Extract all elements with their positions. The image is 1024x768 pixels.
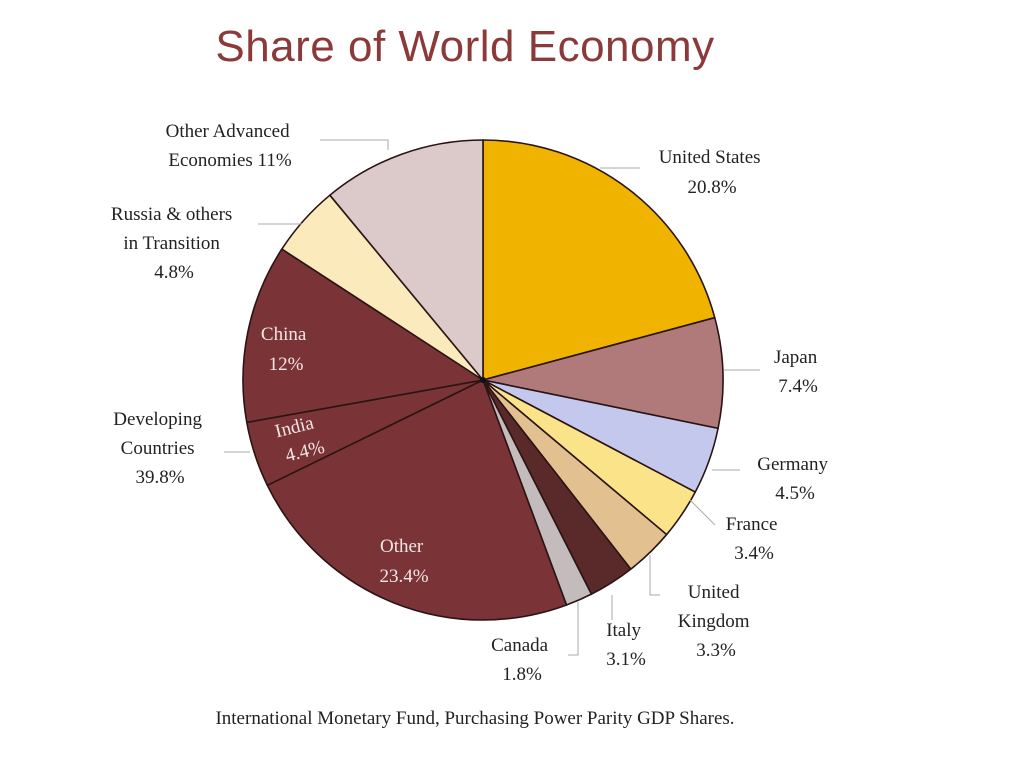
label-uk-name-line2: Kingdom xyxy=(678,611,750,632)
leader-line-advanced xyxy=(320,139,389,150)
label-advanced-name-line1: Other Advanced xyxy=(166,121,290,142)
label-uk-value: 3.3% xyxy=(696,640,736,661)
pie-slices xyxy=(242,139,724,621)
label-other-value: 23.4% xyxy=(379,566,428,587)
leader-line-canada xyxy=(568,602,579,656)
pie-slice-us xyxy=(482,139,716,381)
chart-caption: International Monetary Fund, Purchasing … xyxy=(215,708,735,729)
label-china: China 12% xyxy=(261,324,311,375)
label-us: United States 20.8% xyxy=(659,147,766,198)
label-france-name: France xyxy=(726,514,778,535)
label-advanced: Other Advanced Economies 11% xyxy=(166,121,295,171)
label-us-name: United States xyxy=(659,147,761,168)
label-france: France 3.4% xyxy=(726,514,782,564)
label-germany: Germany 4.5% xyxy=(757,454,832,504)
label-china-value: 12% xyxy=(269,354,304,375)
pie-center-dot xyxy=(480,377,486,383)
label-russia-name-line2: in Transition xyxy=(123,233,220,254)
label-other: Other 23.4% xyxy=(379,536,428,587)
label-other-name: Other xyxy=(380,536,424,557)
label-japan-name: Japan xyxy=(774,347,818,368)
label-russia-value: 4.8% xyxy=(154,262,194,283)
label-uk: United Kingdom 3.3% xyxy=(678,582,755,661)
chart-title: Share of World Economy xyxy=(215,22,715,71)
leader-lines xyxy=(224,139,760,656)
label-canada-name: Canada xyxy=(491,635,549,656)
label-advanced-name-line2: Economies 11% xyxy=(168,150,291,171)
label-canada: Canada 1.8% xyxy=(491,635,553,685)
label-developing-value: 39.8% xyxy=(135,467,184,488)
label-advanced-value: 11% xyxy=(258,150,292,171)
label-canada-value: 1.8% xyxy=(502,664,542,685)
label-japan-value: 7.4% xyxy=(778,376,818,397)
label-developing-name-line1: Developing xyxy=(113,409,202,430)
label-japan: Japan 7.4% xyxy=(774,347,822,397)
label-italy: Italy 3.1% xyxy=(606,620,646,670)
label-italy-value: 3.1% xyxy=(606,649,646,670)
leader-line-france xyxy=(689,499,716,526)
pie-slice-advanced xyxy=(329,139,484,381)
label-china-name: China xyxy=(261,324,307,345)
pie-slice-japan xyxy=(482,316,724,430)
leader-line-uk xyxy=(649,555,660,596)
label-france-value: 3.4% xyxy=(734,543,774,564)
label-uk-name-line1: United xyxy=(688,582,740,603)
label-russia: Russia & others in Transition 4.8% xyxy=(111,204,237,283)
label-developing: Developing Countries 39.8% xyxy=(113,409,206,488)
label-germany-name: Germany xyxy=(757,454,828,475)
label-us-value: 20.8% xyxy=(687,177,736,198)
label-developing-name-line2: Countries xyxy=(121,438,195,459)
pie-slice-china xyxy=(242,248,484,424)
label-germany-value: 4.5% xyxy=(775,483,815,504)
label-italy-name: Italy xyxy=(606,620,641,641)
label-russia-name-line1: Russia & others xyxy=(111,204,232,225)
pie-slice-other xyxy=(266,379,568,621)
